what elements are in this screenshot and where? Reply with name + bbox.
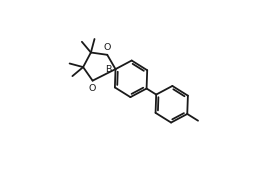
Text: O: O [89,84,96,93]
Text: B: B [105,65,112,74]
Text: O: O [104,43,111,52]
